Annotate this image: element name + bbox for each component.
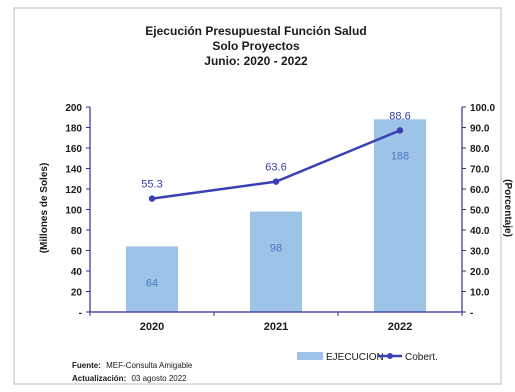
y2-tick-label: 50.0 xyxy=(470,206,490,217)
y-tick-label: 20 xyxy=(71,288,83,299)
line-label-2020: 55.3 xyxy=(141,179,162,191)
y2-tick-label: 10.0 xyxy=(470,288,490,299)
source-note: Fuente: MEF-Consulta Amigable xyxy=(72,361,193,370)
plot-area: 64 98 188 - 20 40 60 80 100 120 140 160 180 200 - 10.0 2… xyxy=(65,103,495,333)
y2-tick-label: 40.0 xyxy=(470,226,490,237)
chart-title: Ejecución Presupuestal Función Salud Sol… xyxy=(145,24,366,68)
line-point-2020 xyxy=(148,195,156,202)
y2-tick-label: 80.0 xyxy=(470,144,490,155)
legend-bar-label: EJECUCION xyxy=(326,352,384,363)
source-label: Fuente: xyxy=(72,361,101,370)
update-note: Actualización: 03 agosto 2022 xyxy=(72,374,187,383)
y2-tick-label: 20.0 xyxy=(470,267,490,278)
y-tick-label: 40 xyxy=(71,267,83,278)
x-tick-label: 2021 xyxy=(264,321,288,333)
legend-line-marker xyxy=(387,353,393,359)
y2-tick-label: 90.0 xyxy=(470,124,490,135)
x-tick-label: 2022 xyxy=(388,321,412,333)
chart-title-line-2: Solo Proyectos xyxy=(212,39,300,53)
update-label: Actualización: xyxy=(72,374,126,383)
legend-line-label: Cobert. xyxy=(405,352,438,363)
legend: EJECUCION Cobert. xyxy=(297,352,438,363)
y-tick-label: 200 xyxy=(65,103,82,114)
y-tick-label: 100 xyxy=(65,206,82,217)
y2-axis-title: (Porcentaje) xyxy=(502,179,513,237)
x-tick-label: 2020 xyxy=(140,321,164,333)
footer: Fuente: MEF-Consulta Amigable Actualizac… xyxy=(72,361,193,383)
bar-label-2022: 188 xyxy=(391,150,409,162)
y2-tick-label: 70.0 xyxy=(470,165,490,176)
source-text: MEF-Consulta Amigable xyxy=(106,361,193,370)
line-label-2022: 88.6 xyxy=(389,110,410,122)
update-text: 03 agosto 2022 xyxy=(131,374,187,383)
line-point-2021 xyxy=(272,178,280,185)
line-label-2021: 63.6 xyxy=(265,162,286,174)
y2-tick-label: 60.0 xyxy=(470,185,490,196)
y-tick-label: 140 xyxy=(65,165,82,176)
y-tick-label: 180 xyxy=(65,124,82,135)
bar-label-2021: 98 xyxy=(270,243,282,255)
y-tick-label: 60 xyxy=(71,247,83,258)
y2-tick-label: - xyxy=(470,308,473,319)
y2-tick-label: 30.0 xyxy=(470,247,490,258)
chart-title-line-3: Junio: 2020 - 2022 xyxy=(204,54,308,68)
y-tick-label: 80 xyxy=(71,226,83,237)
bar-2020 xyxy=(126,246,178,312)
y-tick-label: 120 xyxy=(65,185,82,196)
y-tick-label: 160 xyxy=(65,144,82,155)
y-tick-label: - xyxy=(79,308,82,319)
bar-2022 xyxy=(374,119,426,312)
y2-tick-label: 100.0 xyxy=(470,103,495,114)
line-point-2022 xyxy=(396,127,404,134)
y-axis-title: (Millones de Soles) xyxy=(39,163,50,254)
bar-label-2020: 64 xyxy=(146,277,158,289)
bar-2021 xyxy=(250,211,302,312)
chart-title-line-1: Ejecución Presupuestal Función Salud xyxy=(145,24,366,38)
legend-bar-swatch xyxy=(297,352,323,360)
